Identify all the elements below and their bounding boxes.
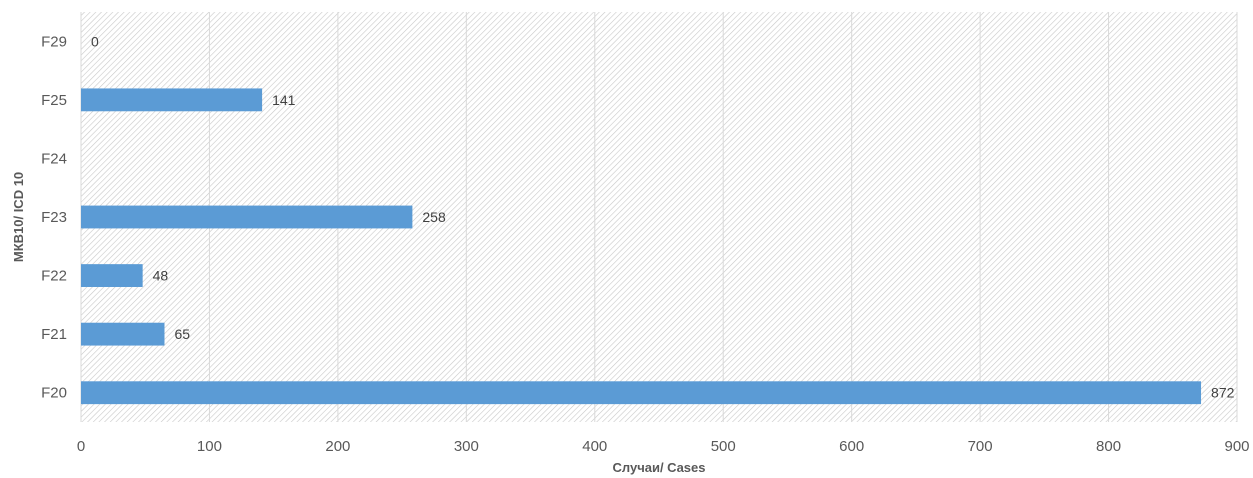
y-tick-label: F29 [41,33,67,50]
data-label-f21: 65 [174,326,190,342]
y-tick-label: F23 [41,209,67,226]
x-tick-label: 500 [711,438,736,455]
data-label-f22: 48 [153,268,169,284]
data-label-f29: 0 [91,33,99,49]
data-label-f25: 141 [272,92,296,108]
bar-f23 [81,205,413,229]
y-tick-label: F20 [41,385,67,402]
x-tick-label: 300 [454,438,479,455]
x-tick-label: 900 [1224,438,1249,455]
y-axis-ticks: F20 F21 F22 F23 F24 F25 F29 [41,33,67,401]
y-tick-label: F22 [41,268,67,285]
x-tick-label: 600 [839,438,864,455]
x-axis-ticks: 0 100 200 300 400 500 600 700 800 900 [77,438,1250,455]
x-tick-label: 400 [582,438,607,455]
y-tick-label: F21 [41,326,67,343]
x-tick-label: 100 [197,438,222,455]
data-labels: 872 65 48 258 141 0 [91,33,1235,400]
bar-f20 [81,381,1202,405]
data-label-f20: 872 [1211,385,1235,401]
y-tick-label: F25 [41,92,67,109]
y-axis-title: МКВ10/ ICD 10 [11,172,26,262]
bar-f21 [81,322,165,346]
x-tick-label: 200 [325,438,350,455]
y-tick-label: F24 [41,150,67,167]
x-tick-label: 700 [968,438,993,455]
x-tick-label: 800 [1096,438,1121,455]
data-label-f23: 258 [422,209,446,225]
x-tick-label: 0 [77,438,85,455]
x-axis-title: Случаи/ Cases [612,460,705,475]
bar-f22 [81,264,143,287]
bars [81,88,1202,405]
bar-f25 [81,88,263,112]
